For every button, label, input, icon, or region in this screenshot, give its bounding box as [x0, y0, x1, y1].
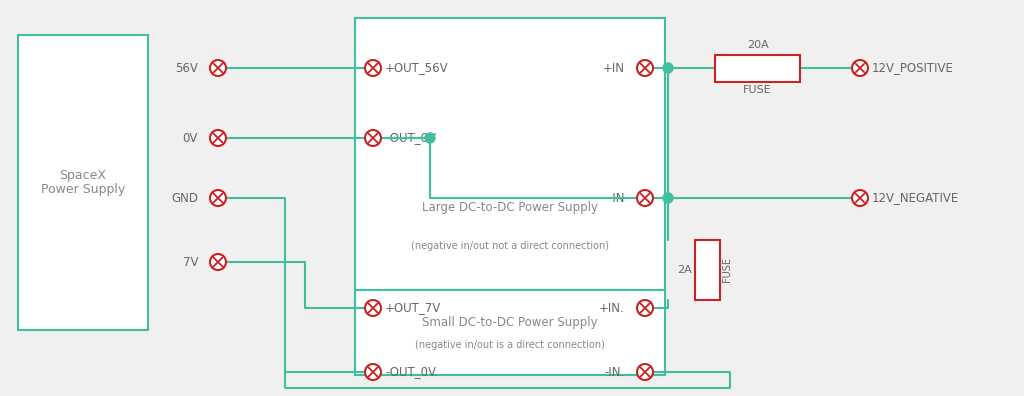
Text: 2A: 2A	[677, 265, 692, 275]
Text: +IN: +IN	[603, 61, 625, 74]
Circle shape	[210, 254, 226, 270]
Circle shape	[210, 190, 226, 206]
Circle shape	[365, 130, 381, 146]
Text: 7V: 7V	[182, 255, 198, 268]
Circle shape	[637, 364, 653, 380]
Text: +IN.: +IN.	[599, 301, 625, 314]
Text: -OUT_0V: -OUT_0V	[385, 131, 436, 145]
Text: -IN: -IN	[608, 192, 625, 204]
Text: FUSE: FUSE	[722, 257, 732, 282]
Circle shape	[637, 190, 653, 206]
Text: 12V_NEGATIVE: 12V_NEGATIVE	[872, 192, 959, 204]
Bar	[715, 55, 800, 82]
Circle shape	[425, 133, 435, 143]
Circle shape	[663, 63, 673, 73]
Text: Large DC-to-DC Power Supply: Large DC-to-DC Power Supply	[422, 201, 598, 214]
Bar	[355, 18, 665, 310]
Bar	[18, 35, 148, 330]
Text: (negative in/out is a direct connection): (negative in/out is a direct connection)	[415, 340, 605, 350]
Text: 20A: 20A	[746, 40, 768, 50]
Bar	[355, 290, 665, 375]
Text: GND: GND	[171, 192, 198, 204]
Text: 12V_POSITIVE: 12V_POSITIVE	[872, 61, 954, 74]
Text: Small DC-to-DC Power Supply: Small DC-to-DC Power Supply	[422, 316, 598, 329]
Text: 0V: 0V	[182, 131, 198, 145]
Circle shape	[210, 130, 226, 146]
Circle shape	[637, 300, 653, 316]
Text: (negative in/out not a direct connection): (negative in/out not a direct connection…	[411, 241, 609, 251]
Text: -IN.: -IN.	[605, 366, 625, 379]
Circle shape	[663, 193, 673, 203]
Text: -OUT_0V.: -OUT_0V.	[385, 366, 438, 379]
Text: 56V: 56V	[175, 61, 198, 74]
Bar	[695, 240, 720, 300]
Circle shape	[637, 60, 653, 76]
Circle shape	[210, 60, 226, 76]
Text: +OUT_56V: +OUT_56V	[385, 61, 449, 74]
Text: +OUT_7V: +OUT_7V	[385, 301, 441, 314]
Circle shape	[852, 60, 868, 76]
Circle shape	[365, 60, 381, 76]
Circle shape	[365, 364, 381, 380]
Circle shape	[852, 190, 868, 206]
Circle shape	[365, 300, 381, 316]
Text: FUSE: FUSE	[743, 85, 772, 95]
Text: SpaceX
Power Supply: SpaceX Power Supply	[41, 169, 125, 196]
